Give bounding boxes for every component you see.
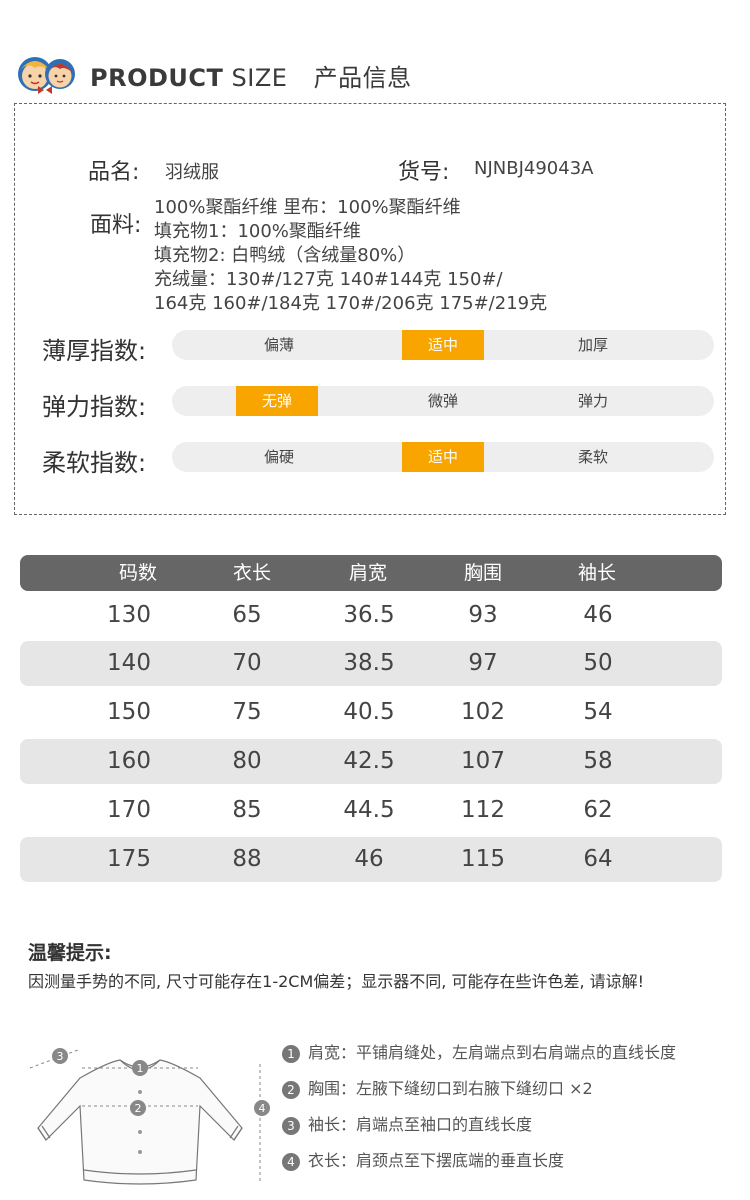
number-badge: 1: [282, 1044, 300, 1063]
cell: 65: [232, 602, 262, 628]
cell: 140: [107, 650, 151, 676]
measure-text: 胸围：左腋下缝纫口到右腋下缝纫口 ×2: [308, 1079, 593, 1098]
title-light: SIZE: [231, 64, 288, 92]
scale-option-selected: 无弹: [236, 386, 318, 416]
fabric-details: 100%聚酯纤维 里布：100%聚酯纤维 填充物1：100%聚酯纤维 填充物2:…: [154, 196, 547, 316]
table-row: 170 85 44.5 112 62: [20, 788, 722, 833]
scale-option-selected: 适中: [402, 330, 484, 360]
cell: 97: [468, 650, 498, 676]
cell: 50: [583, 650, 613, 676]
measure-text: 肩宽：平铺肩缝处，左肩端点到右肩端点的直线长度: [308, 1043, 677, 1062]
elasticity-label: 弹力指数:: [42, 393, 147, 421]
scale-option: 弹力: [577, 392, 608, 410]
section-title: PRODUCT SIZE 产品信息: [90, 58, 412, 93]
softness-label: 柔软指数:: [42, 449, 147, 477]
cell: 130: [107, 602, 151, 628]
measure-item-chest: 2 胸围：左腋下缝纫口到右腋下缝纫口 ×2: [282, 1078, 593, 1100]
header-length: 衣长: [232, 562, 272, 584]
fabric-line: 100%聚酯纤维 里布：100%聚酯纤维: [154, 197, 461, 218]
fabric-line: 填充物2: 白鸭绒（含绒量80%）: [154, 245, 416, 266]
sku-value: NJNBJ49043A: [474, 158, 594, 179]
fabric-line: 164克 160#/184克 170#/206克 175#/219克: [154, 293, 548, 314]
cell: 38.5: [343, 650, 395, 676]
name-value: 羽绒服: [165, 162, 219, 183]
title-bold: PRODUCT: [90, 64, 224, 92]
garment-diagram: 1 2 3 4: [29, 1048, 270, 1185]
measure-item-shoulder: 1 肩宽：平铺肩缝处，左肩端点到右肩端点的直线长度: [282, 1042, 676, 1064]
cell: 46: [583, 602, 613, 628]
scale-option: 加厚: [577, 336, 608, 354]
cell: 70: [232, 650, 262, 676]
cell: 42.5: [343, 748, 395, 774]
svg-text:3: 3: [57, 1050, 64, 1063]
cell: 88: [232, 846, 262, 872]
measure-item-sleeve: 3 袖长：肩端点至袖口的直线长度: [282, 1114, 532, 1136]
title-cn: 产品信息: [313, 64, 412, 92]
cell: 102: [461, 699, 505, 725]
cell: 46: [354, 846, 384, 872]
cell: 80: [232, 748, 262, 774]
scale-option: 偏薄: [263, 336, 294, 354]
brand-logo: [18, 57, 75, 94]
measure-text: 衣长：肩颈点至下摆底端的垂直长度: [308, 1151, 565, 1170]
name-label: 品名:: [88, 160, 140, 185]
measure-item-length: 4 衣长：肩颈点至下摆底端的垂直长度: [282, 1150, 564, 1172]
number-badge: 4: [282, 1152, 300, 1171]
thickness-label: 薄厚指数:: [42, 337, 147, 365]
fabric-line: 填充物1：100%聚酯纤维: [154, 221, 361, 242]
table-row: 140 70 38.5 97 50: [20, 641, 722, 686]
tips-title: 温馨提示:: [28, 942, 112, 964]
thickness-scale: 偏薄 适中 加厚: [172, 330, 714, 360]
cell: 44.5: [343, 797, 395, 823]
fabric-label: 面料:: [90, 213, 142, 238]
cell: 93: [468, 602, 498, 628]
elasticity-scale: 无弹 微弹 弹力: [172, 386, 714, 416]
svg-text:4: 4: [259, 1102, 266, 1115]
table-row: 150 75 40.5 102 54: [20, 690, 722, 735]
cell: 62: [583, 797, 613, 823]
cell: 170: [107, 797, 151, 823]
cell: 115: [461, 846, 505, 872]
scale-option: 偏硬: [263, 448, 294, 466]
cell: 160: [107, 748, 151, 774]
cell: 40.5: [343, 699, 395, 725]
tips-text: 因测量手势的不同, 尺寸可能存在1-2CM偏差；显示器不同, 可能存在些许色差,…: [28, 972, 645, 991]
table-row: 160 80 42.5 107 58: [20, 739, 722, 784]
header-chest: 胸围: [463, 562, 503, 584]
cell: 36.5: [343, 602, 395, 628]
cell: 112: [461, 797, 505, 823]
product-info-box: [14, 103, 726, 515]
measure-text: 袖长：肩端点至袖口的直线长度: [308, 1115, 533, 1134]
sku-label: 货号:: [398, 160, 450, 185]
header-sleeve: 袖长: [577, 562, 617, 584]
header-shoulder: 肩宽: [348, 562, 388, 584]
number-badge: 2: [282, 1080, 300, 1099]
scale-option: 微弹: [427, 392, 458, 410]
cell: 54: [583, 699, 613, 725]
table-row: 130 65 36.5 93 46: [20, 593, 722, 638]
cell: 150: [107, 699, 151, 725]
svg-text:1: 1: [137, 1062, 144, 1075]
cell: 75: [232, 699, 262, 725]
size-table-header: 码数 衣长 肩宽 胸围 袖长: [20, 555, 722, 591]
svg-text:2: 2: [135, 1102, 142, 1115]
scale-option-selected: 适中: [402, 442, 484, 472]
table-row: 175 88 46 115 64: [20, 837, 722, 882]
header-size: 码数: [118, 562, 158, 584]
scale-option: 柔软: [577, 448, 608, 466]
cell: 175: [107, 846, 151, 872]
cell: 107: [461, 748, 505, 774]
number-badge: 3: [282, 1116, 300, 1135]
softness-scale: 偏硬 适中 柔软: [172, 442, 714, 472]
cell: 85: [232, 797, 262, 823]
cell: 58: [583, 748, 613, 774]
fabric-line: 充绒量：130#/127克 140#144克 150#/: [154, 269, 503, 290]
cell: 64: [583, 846, 613, 872]
